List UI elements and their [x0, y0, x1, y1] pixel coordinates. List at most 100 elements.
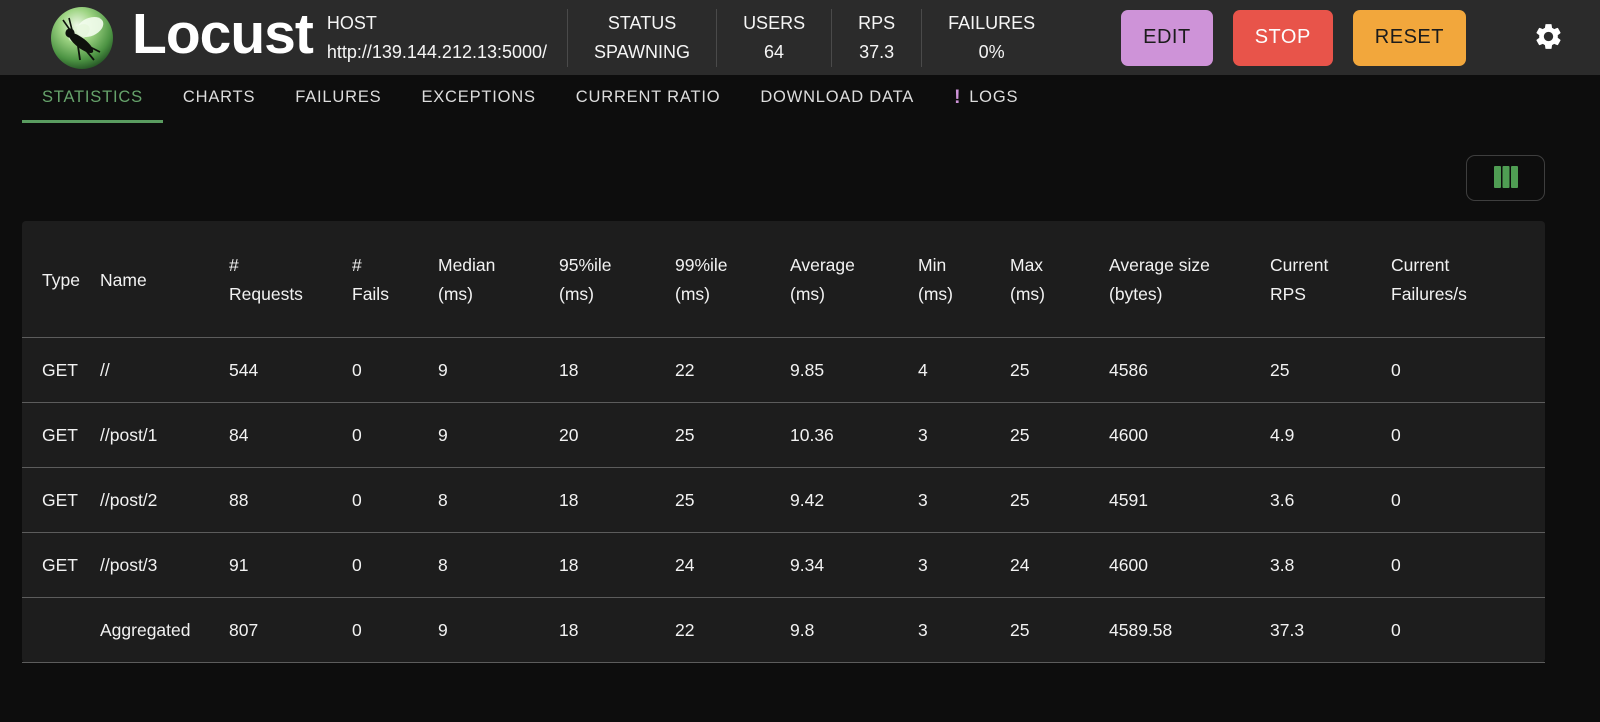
- col-header-max[interactable]: Max (ms): [1010, 255, 1045, 304]
- cell: 9: [438, 424, 448, 445]
- cell: 9: [438, 619, 448, 640]
- cell: 25: [1270, 359, 1290, 380]
- aggregated-row: Aggregated 807 0 9 18 22 9.8 3 25 4589.5…: [22, 597, 1545, 663]
- metric-rps-label: RPS: [858, 12, 896, 33]
- cell: //post/3: [100, 554, 158, 575]
- brand-title: Locust: [132, 2, 314, 66]
- table-row: GET // 544 0 9 18 22 9.85 4 25 4586 25 0: [22, 337, 1545, 403]
- col-header-min[interactable]: Min (ms): [918, 255, 953, 304]
- host-value: http://139.144.212.13:5000/: [326, 41, 548, 62]
- col-header-requests[interactable]: # Requests: [229, 255, 303, 304]
- col-header-type[interactable]: Type: [42, 269, 80, 290]
- cell: 24: [675, 554, 695, 575]
- cell: 807: [229, 619, 259, 640]
- cell: 88: [229, 489, 249, 510]
- table-header-row: Type Name # Requests # Fails Median (ms) 95…: [22, 221, 1545, 338]
- cell: GET: [42, 489, 78, 510]
- cell: 4: [918, 359, 928, 380]
- col-header-median[interactable]: Median (ms): [438, 255, 496, 304]
- header-buttons: EDIT STOP RESET: [1121, 9, 1466, 66]
- cell: 9.42: [790, 489, 825, 510]
- cell: 3.8: [1270, 554, 1295, 575]
- cell: 22: [675, 359, 695, 380]
- tab-current-ratio[interactable]: CURRENT RATIO: [556, 75, 741, 123]
- metric-users-value: 64: [764, 41, 785, 62]
- cell: 18: [559, 359, 579, 380]
- cell: 9.85: [790, 359, 825, 380]
- divider: [716, 8, 718, 67]
- cell: //post/1: [100, 424, 158, 445]
- cell: 3.6: [1270, 489, 1295, 510]
- col-header-99ile[interactable]: 99%ile (ms): [675, 255, 728, 304]
- tab-failures[interactable]: FAILURES: [275, 75, 401, 123]
- tab-strip: STATISTICS CHARTS FAILURES EXCEPTIONS CU…: [0, 75, 1600, 123]
- metric-users: USERS 64: [717, 9, 831, 67]
- metric-failures-value: 0%: [978, 41, 1005, 62]
- cell: 0: [352, 424, 362, 445]
- cell: GET: [42, 554, 78, 575]
- divider: [831, 8, 833, 67]
- cell: 3: [918, 619, 928, 640]
- table-controls: [0, 155, 1545, 201]
- metric-status-label: STATUS: [607, 12, 677, 33]
- metric-status-value: SPAWNING: [594, 41, 691, 62]
- locust-logo: [50, 6, 114, 70]
- cell: 4586: [1109, 359, 1148, 380]
- cell: //post/2: [100, 489, 158, 510]
- cell: 4589.58: [1109, 619, 1173, 640]
- cell: 8: [438, 489, 448, 510]
- divider: [921, 8, 923, 67]
- tab-label: LOGS: [969, 88, 1019, 106]
- cell: 3: [918, 554, 928, 575]
- metric-failures-label: FAILURES: [948, 12, 1036, 33]
- col-header-average[interactable]: Average (ms): [790, 255, 855, 304]
- divider: [567, 8, 569, 67]
- cell: 0: [1391, 424, 1401, 445]
- metric-rps: RPS 37.3: [832, 9, 921, 67]
- cell: 18: [559, 489, 579, 510]
- cell: 24: [1010, 554, 1030, 575]
- tab-charts[interactable]: CHARTS: [163, 75, 275, 123]
- cell: 25: [1010, 359, 1030, 380]
- cell: 10.36: [790, 424, 834, 445]
- tab-download-data[interactable]: DOWNLOAD DATA: [740, 75, 934, 123]
- cell: 37.3: [1270, 619, 1305, 640]
- reset-button[interactable]: RESET: [1352, 9, 1466, 66]
- cell: [22, 598, 100, 663]
- tab-statistics[interactable]: STATISTICS: [22, 75, 163, 123]
- cell: 4600: [1109, 554, 1148, 575]
- cell: 0: [1391, 489, 1401, 510]
- metric-failures: FAILURES 0%: [922, 9, 1061, 67]
- cell: 25: [675, 424, 695, 445]
- cell: 0: [352, 619, 362, 640]
- cell: 544: [229, 359, 259, 380]
- col-header-current-failures[interactable]: Current Failures/s: [1391, 255, 1467, 304]
- col-header-avg-size[interactable]: Average size (bytes): [1109, 255, 1210, 304]
- col-header-95ile[interactable]: 95%ile (ms): [559, 255, 612, 304]
- cell: 18: [559, 619, 579, 640]
- cell: 84: [229, 424, 249, 445]
- table-row: GET //post/1 84 0 9 20 25 10.36 3 25 460…: [22, 402, 1545, 468]
- tab-logs[interactable]: ! LOGS: [934, 75, 1038, 123]
- col-header-current-rps[interactable]: Current RPS: [1270, 255, 1329, 304]
- cell: GET: [42, 359, 78, 380]
- stop-button[interactable]: STOP: [1232, 9, 1333, 66]
- cell: 18: [559, 554, 579, 575]
- table-row: GET //post/2 88 0 8 18 25 9.42 3 25 4591…: [22, 467, 1545, 533]
- cell: 9.8: [790, 619, 815, 640]
- cell: 9.34: [790, 554, 825, 575]
- cell: 4.9: [1270, 424, 1295, 445]
- col-header-name[interactable]: Name: [100, 269, 147, 290]
- cell: 20: [559, 424, 579, 445]
- host-label: HOST: [326, 12, 377, 33]
- settings-button[interactable]: [1532, 21, 1566, 55]
- edit-button[interactable]: EDIT: [1121, 9, 1213, 66]
- cell: 3: [918, 489, 928, 510]
- cell: GET: [42, 424, 78, 445]
- tab-label: STATISTICS: [42, 88, 143, 106]
- cell: 25: [675, 489, 695, 510]
- col-header-fails[interactable]: # Fails: [352, 255, 389, 304]
- column-selector-button[interactable]: [1466, 155, 1545, 201]
- statistics-table-container: Type Name # Requests # Fails Median (ms) 95…: [22, 221, 1545, 663]
- tab-exceptions[interactable]: EXCEPTIONS: [401, 75, 555, 123]
